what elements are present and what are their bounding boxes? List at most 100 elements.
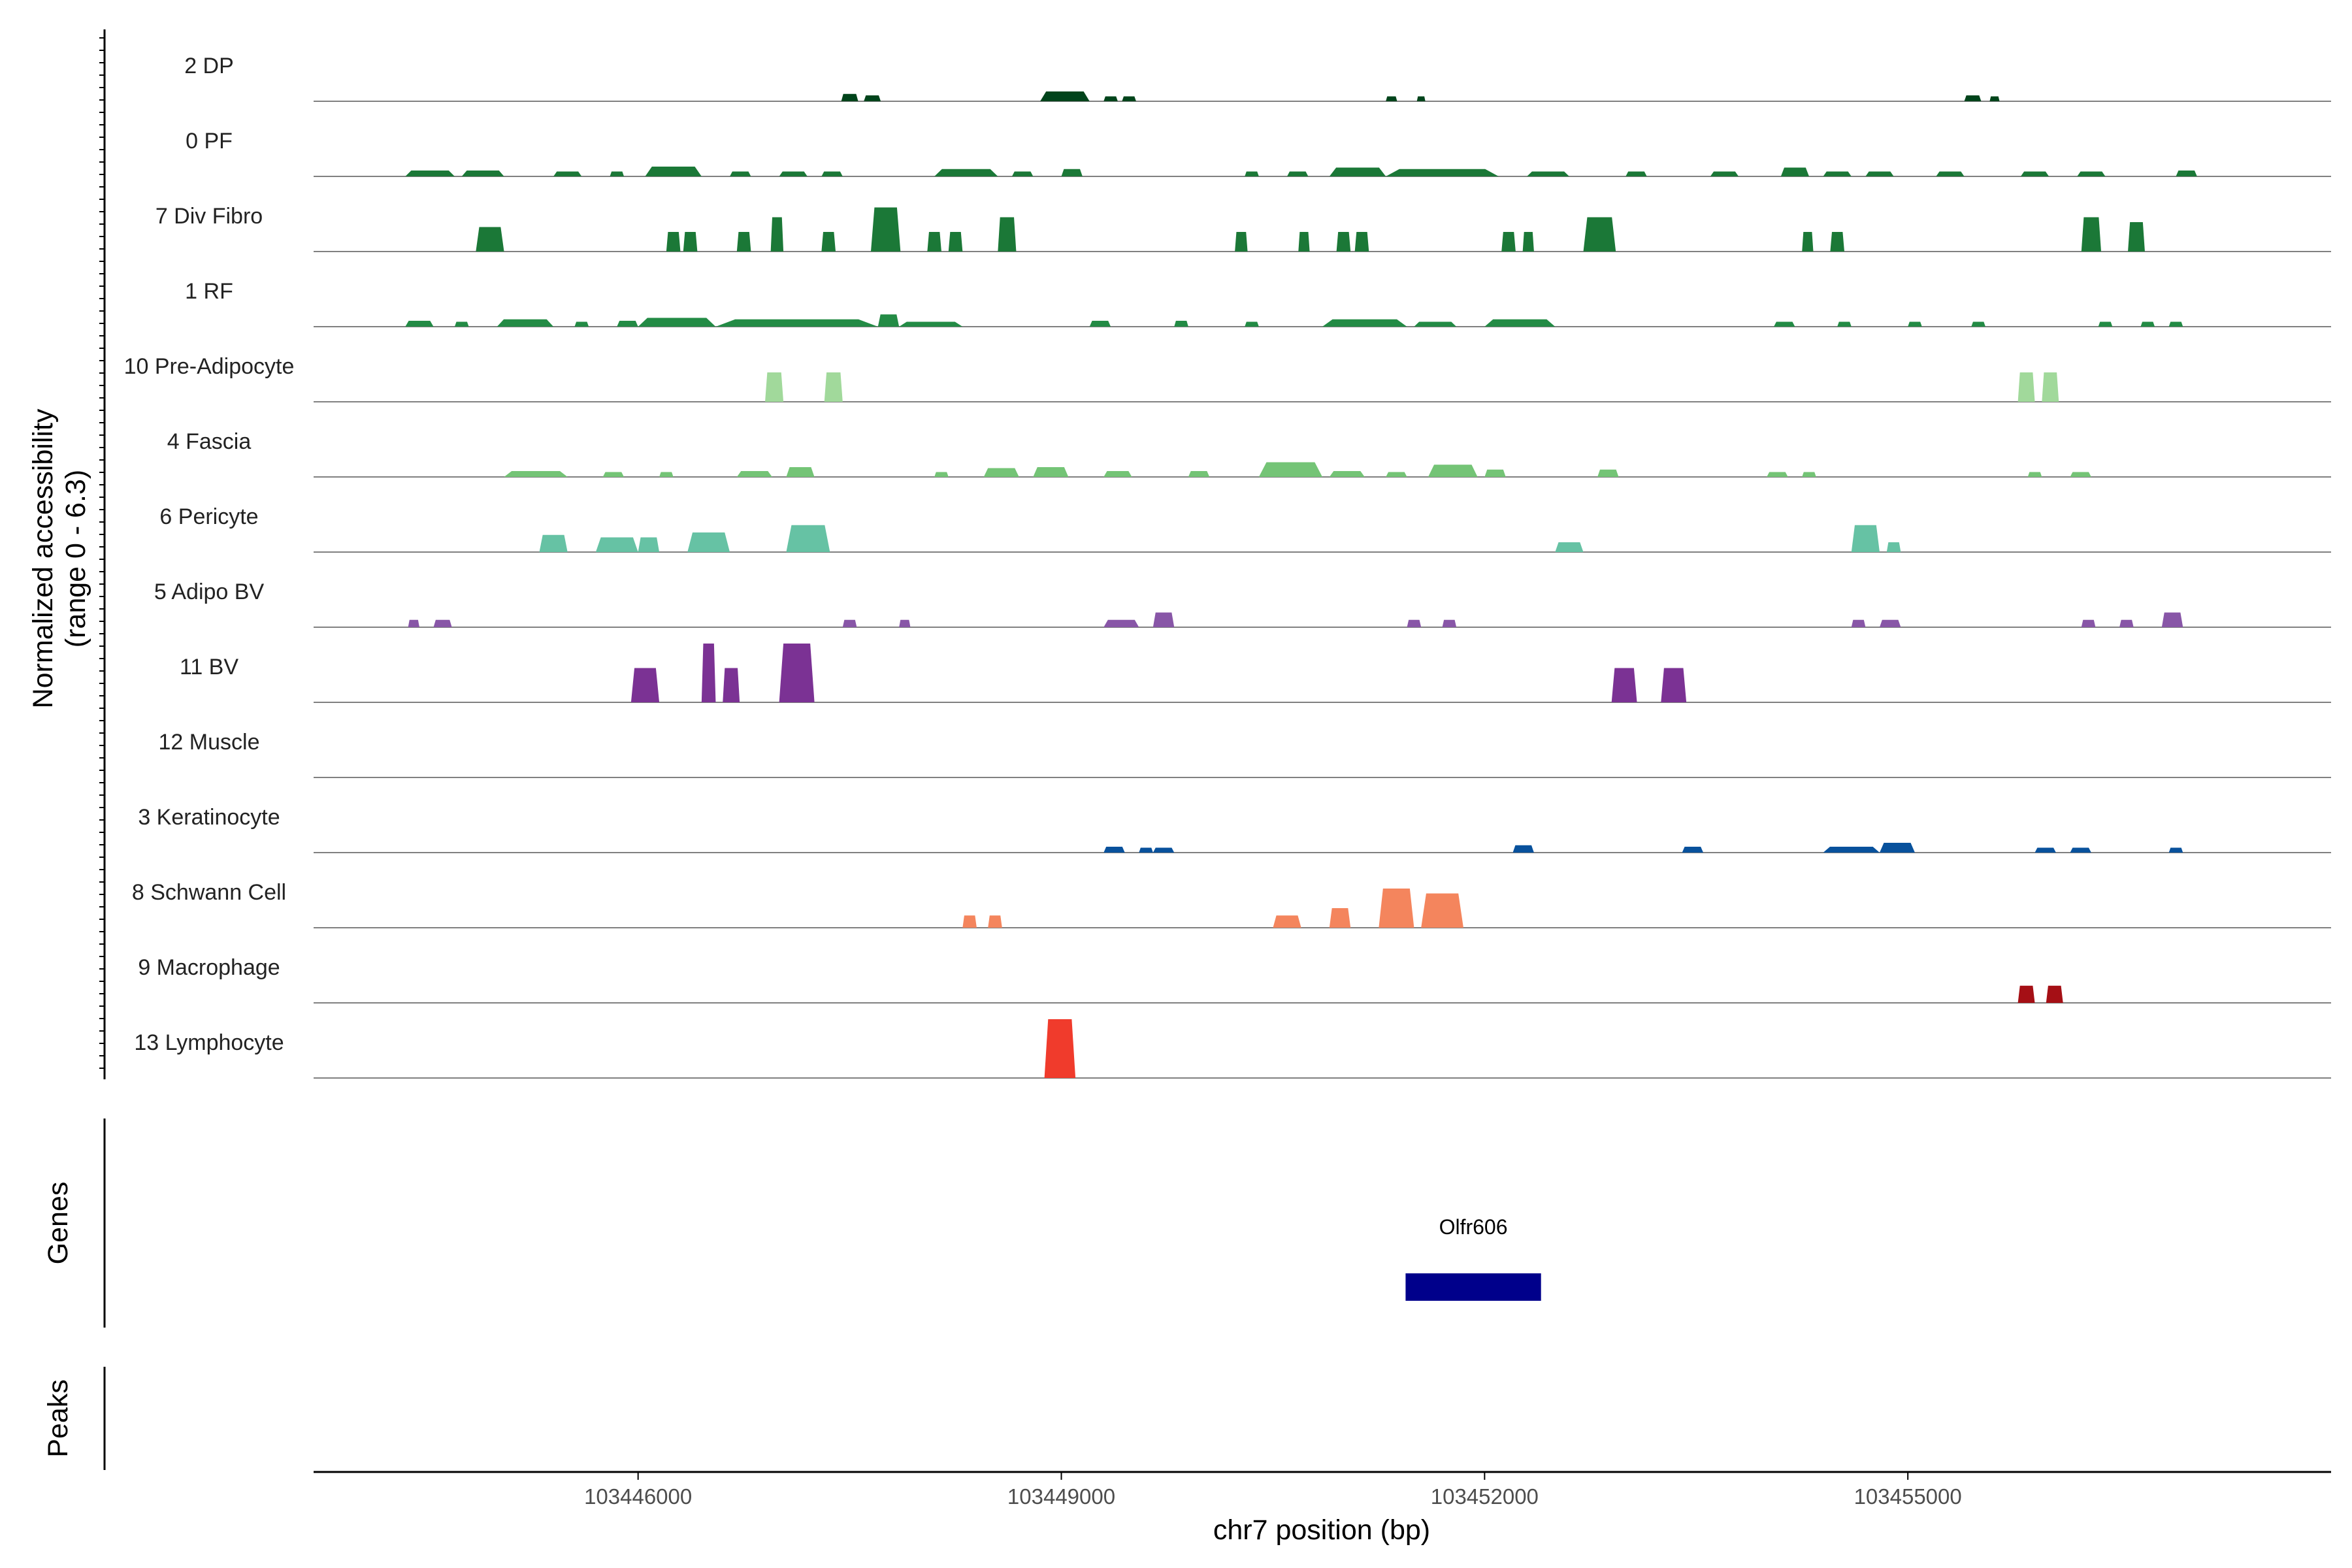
track-label: 10 Pre-Adipocyte bbox=[124, 354, 295, 379]
track-3-keratinocyte: 3 Keratinocyte bbox=[138, 805, 2331, 853]
coverage-peak bbox=[1767, 472, 1788, 477]
coverage-peak bbox=[2081, 619, 2096, 627]
coverage-peak bbox=[1802, 232, 1814, 252]
y-axis-title: Normalized accessibility bbox=[27, 408, 59, 708]
track-1-rf: 1 RF bbox=[185, 279, 2331, 327]
coverage-peak bbox=[723, 668, 740, 702]
track-2-dp: 2 DP bbox=[184, 54, 2331, 102]
gene-annotations: Olfr606 bbox=[1405, 1215, 1541, 1301]
coverage-peak bbox=[497, 319, 554, 327]
x-tick-label: 103449000 bbox=[1007, 1484, 1115, 1509]
coverage-peak bbox=[1597, 469, 1619, 477]
coverage-peak bbox=[1386, 472, 1407, 477]
coverage-peak bbox=[617, 321, 638, 327]
track-label: 5 Adipo BV bbox=[154, 580, 265, 604]
coverage-peak bbox=[1484, 469, 1506, 477]
coverage-peak bbox=[1851, 619, 1866, 627]
coverage-peak bbox=[638, 318, 716, 327]
coverage-peak bbox=[870, 207, 901, 252]
coverage-peak bbox=[1386, 96, 1397, 101]
coverage-peak bbox=[2070, 472, 2091, 477]
coverage-peak bbox=[1416, 96, 1426, 101]
coverage-peak bbox=[1336, 232, 1351, 252]
coverage-peak bbox=[2027, 472, 2042, 477]
coverage-peak bbox=[730, 171, 751, 176]
coverage-peak bbox=[2017, 372, 2035, 402]
track-7-div-fibro: 7 Div Fibro bbox=[155, 204, 2331, 252]
track-label: 2 DP bbox=[184, 54, 234, 78]
track-4-fascia: 4 Fascia bbox=[167, 429, 2331, 478]
coverage-peak bbox=[2046, 985, 2063, 1003]
coverage-peak bbox=[1774, 321, 1795, 327]
coverage-peak bbox=[1273, 915, 1301, 928]
coverage-peak bbox=[1258, 462, 1322, 477]
coverage-peak bbox=[1152, 847, 1175, 853]
coverage-peak bbox=[1780, 167, 1810, 176]
coverage-peak bbox=[1103, 619, 1139, 627]
coverage-peak bbox=[770, 217, 784, 252]
coverage-peak bbox=[1710, 171, 1739, 176]
coverage-peak bbox=[1379, 889, 1414, 928]
coverage-peak bbox=[2119, 619, 2134, 627]
coverage-peak bbox=[1044, 1019, 1076, 1078]
coverage-peak bbox=[461, 171, 504, 176]
coverage-peak bbox=[1555, 542, 1584, 552]
coverage-peak bbox=[701, 644, 716, 702]
coverage-peak bbox=[476, 227, 504, 252]
coverage-peak bbox=[1964, 95, 1982, 101]
coverage-peak bbox=[1879, 843, 1915, 853]
x-tick-label: 103452000 bbox=[1431, 1484, 1539, 1509]
coverage-peak bbox=[1879, 619, 1901, 627]
coverage-peak bbox=[736, 471, 772, 477]
track-label: 12 Muscle bbox=[159, 730, 260, 755]
x-tick-label: 103455000 bbox=[1854, 1484, 1962, 1509]
coverage-peak bbox=[1287, 171, 1309, 176]
track-label: 8 Schwann Cell bbox=[132, 880, 286, 905]
coverage-peak bbox=[1421, 893, 1463, 928]
coverage-peak bbox=[1033, 467, 1069, 477]
coverage-peak bbox=[715, 319, 878, 327]
coverage-peak bbox=[408, 619, 419, 627]
coverage-peak bbox=[1527, 171, 1569, 176]
track-label: 13 Lymphocyte bbox=[134, 1030, 284, 1055]
coverage-peak bbox=[1245, 321, 1259, 327]
coverage-peak bbox=[454, 321, 469, 327]
coverage-peak bbox=[899, 619, 911, 627]
coverage-peak bbox=[2168, 321, 2183, 327]
coverage-peak bbox=[1661, 668, 1687, 702]
coverage-peak bbox=[1329, 471, 1365, 477]
coverage-peak bbox=[2034, 847, 2056, 853]
coverage-peak bbox=[988, 915, 1002, 928]
coverage-peak bbox=[877, 314, 900, 327]
coverage-peak bbox=[1011, 171, 1034, 176]
coverage-peak bbox=[645, 167, 702, 176]
coverage-peak bbox=[1103, 847, 1125, 853]
coverage-peak bbox=[824, 372, 843, 402]
coverage-peak bbox=[1501, 232, 1516, 252]
coverage-peak bbox=[779, 171, 808, 176]
track-label: 4 Fascia bbox=[167, 429, 252, 454]
coverage-peak bbox=[1611, 668, 1637, 702]
coverage-peak bbox=[2176, 171, 2197, 176]
coverage-peak bbox=[934, 169, 998, 176]
coverage-peak bbox=[1386, 169, 1499, 176]
x-axis-title: chr7 position (bp) bbox=[1213, 1514, 1430, 1546]
coverage-tracks: 2 DP 0 PF 7 Div Fibro 1 RF 10 Pre-Adipocyte 4… bbox=[124, 54, 2331, 1079]
track-0-pf: 0 PF bbox=[186, 129, 2331, 177]
genes-panel-label: Genes bbox=[42, 1182, 74, 1265]
gene-label: Olfr606 bbox=[1439, 1215, 1508, 1239]
coverage-peak bbox=[2140, 321, 2155, 327]
coverage-peak bbox=[786, 525, 830, 552]
coverage-peak bbox=[504, 471, 568, 477]
coverage-peak bbox=[948, 232, 963, 252]
coverage-peak bbox=[2017, 985, 2035, 1003]
coverage-peak bbox=[1830, 232, 1844, 252]
coverage-peak bbox=[2081, 217, 2102, 252]
coverage-peak bbox=[1522, 232, 1534, 252]
gene-body bbox=[1405, 1273, 1541, 1301]
coverage-peak bbox=[786, 467, 815, 477]
coverage-peak bbox=[1865, 171, 1894, 176]
coverage-peak bbox=[1414, 321, 1457, 327]
track-13-lymphocyte: 13 Lymphocyte bbox=[134, 1019, 2331, 1079]
